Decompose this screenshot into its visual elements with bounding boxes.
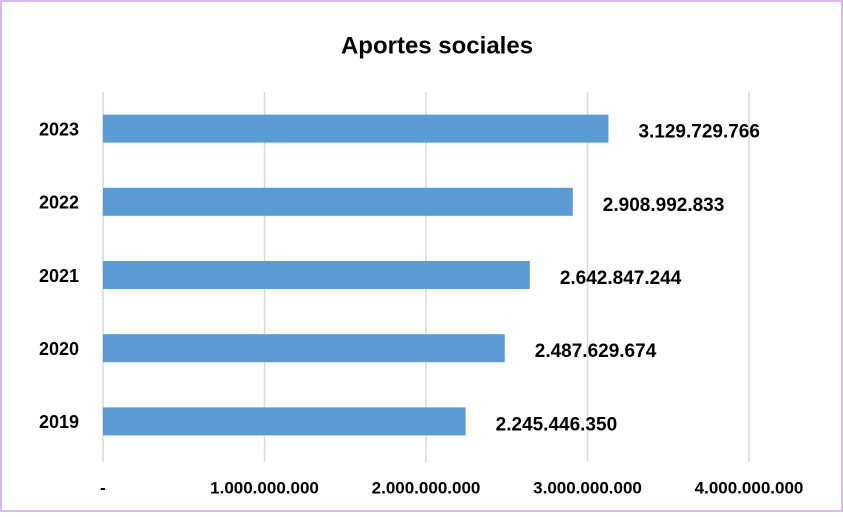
bar — [103, 407, 466, 436]
y-tick-label: 2022 — [39, 193, 79, 213]
x-tick-label: 1.000.000.000 — [210, 478, 319, 497]
value-label: 2.908.992.833 — [603, 195, 725, 216]
value-label: 2.642.847.244 — [560, 268, 682, 289]
x-tick-label: - — [100, 478, 106, 497]
bar — [103, 334, 505, 363]
x-tick-label: 2.000.000.000 — [372, 478, 481, 497]
y-tick-label: 2023 — [39, 119, 79, 139]
y-tick-label: 2020 — [39, 339, 79, 359]
bar — [103, 114, 609, 143]
y-tick-label: 2019 — [39, 412, 79, 432]
bar — [103, 261, 530, 289]
chart-title: Aportes sociales — [341, 32, 533, 59]
x-tick-label: 3.000.000.000 — [533, 478, 642, 497]
y-tick-label: 2021 — [39, 266, 79, 286]
value-label: 2.487.629.674 — [535, 341, 657, 362]
value-label: 2.245.446.350 — [496, 414, 618, 435]
x-tick-label: 4.000.000.000 — [695, 478, 804, 497]
bar — [103, 187, 573, 216]
value-label: 3.129.729.766 — [638, 122, 760, 143]
